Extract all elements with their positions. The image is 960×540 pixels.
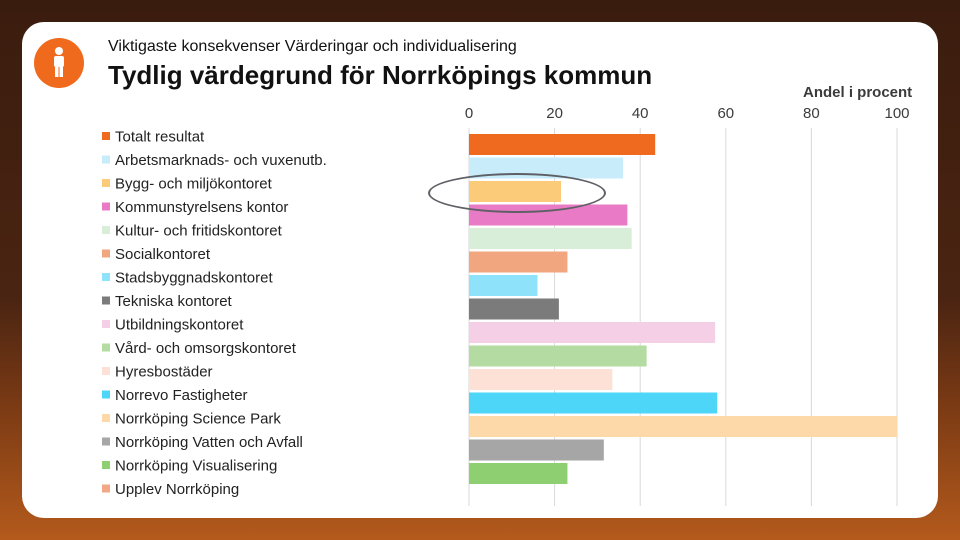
bar (469, 322, 716, 343)
legend-swatch (102, 320, 110, 328)
slide-title: Tydlig värdegrund för Norrköpings kommun (108, 60, 653, 90)
legend-swatch (102, 461, 110, 469)
person-icon (54, 47, 64, 77)
legend-label: Kommunstyrelsens kontor (115, 199, 288, 216)
legend-label: Hyresbostäder (115, 364, 213, 381)
legend-swatch (102, 390, 110, 399)
legend-swatch (102, 414, 110, 422)
bar (469, 275, 538, 296)
legend-label: Tekniska kontoret (115, 293, 233, 310)
bar (469, 369, 613, 390)
legend-label: Vård- och omsorgskontoret (115, 340, 297, 357)
legend-label: Totalt resultat (115, 129, 205, 146)
legend-label: Socialkontoret (115, 246, 211, 263)
bar (469, 134, 656, 155)
legend-label: Utbildningskontoret (115, 317, 244, 334)
x-tick-label: 80 (803, 105, 820, 122)
legend-swatch (102, 249, 110, 258)
bar (469, 463, 568, 484)
legend-swatch (102, 296, 110, 305)
legend-label: Norrköping Vatten och Avfall (115, 434, 303, 451)
legend-label: Stadsbyggnadskontoret (115, 270, 273, 287)
legend-swatch (102, 437, 110, 446)
axis-unit-label: Andel i procent (803, 84, 913, 101)
legend-label: Norrköping Science Park (115, 411, 281, 428)
x-tick-label: 40 (632, 105, 649, 122)
legend-label: Upplev Norrköping (115, 481, 239, 498)
bar (469, 416, 897, 437)
bar (469, 228, 632, 249)
legend-label: Norrevo Fastigheter (115, 387, 248, 404)
x-tick-label: 0 (465, 105, 473, 122)
legend-swatch (102, 155, 110, 164)
slide-subtitle: Viktigaste konsekvenser Värderingar och … (108, 38, 517, 55)
bar (469, 298, 559, 320)
legend-swatch (102, 343, 110, 352)
bar (469, 345, 647, 367)
x-tick-label: 20 (546, 105, 563, 122)
legend-label: Norrköping Visualisering (115, 458, 277, 475)
legend-swatch (102, 202, 110, 211)
legend-swatch (102, 132, 110, 140)
legend-swatch (102, 367, 110, 375)
x-tick-label: 100 (884, 105, 909, 122)
highlight-ellipse (428, 173, 606, 213)
legend-label: Kultur- och fritidskontoret (115, 223, 283, 240)
legend-label: Bygg- och miljökontoret (115, 176, 273, 193)
legend-swatch (102, 273, 110, 281)
bar (469, 392, 718, 414)
legend-label: Arbetsmarknads- och vuxenutb. (115, 152, 327, 169)
logo-badge (34, 38, 84, 88)
legend-swatch (102, 179, 110, 187)
bar (469, 251, 568, 273)
bar (469, 439, 604, 461)
x-tick-label: 60 (717, 105, 734, 122)
legend-swatch (102, 226, 110, 234)
legend-swatch (102, 484, 110, 493)
